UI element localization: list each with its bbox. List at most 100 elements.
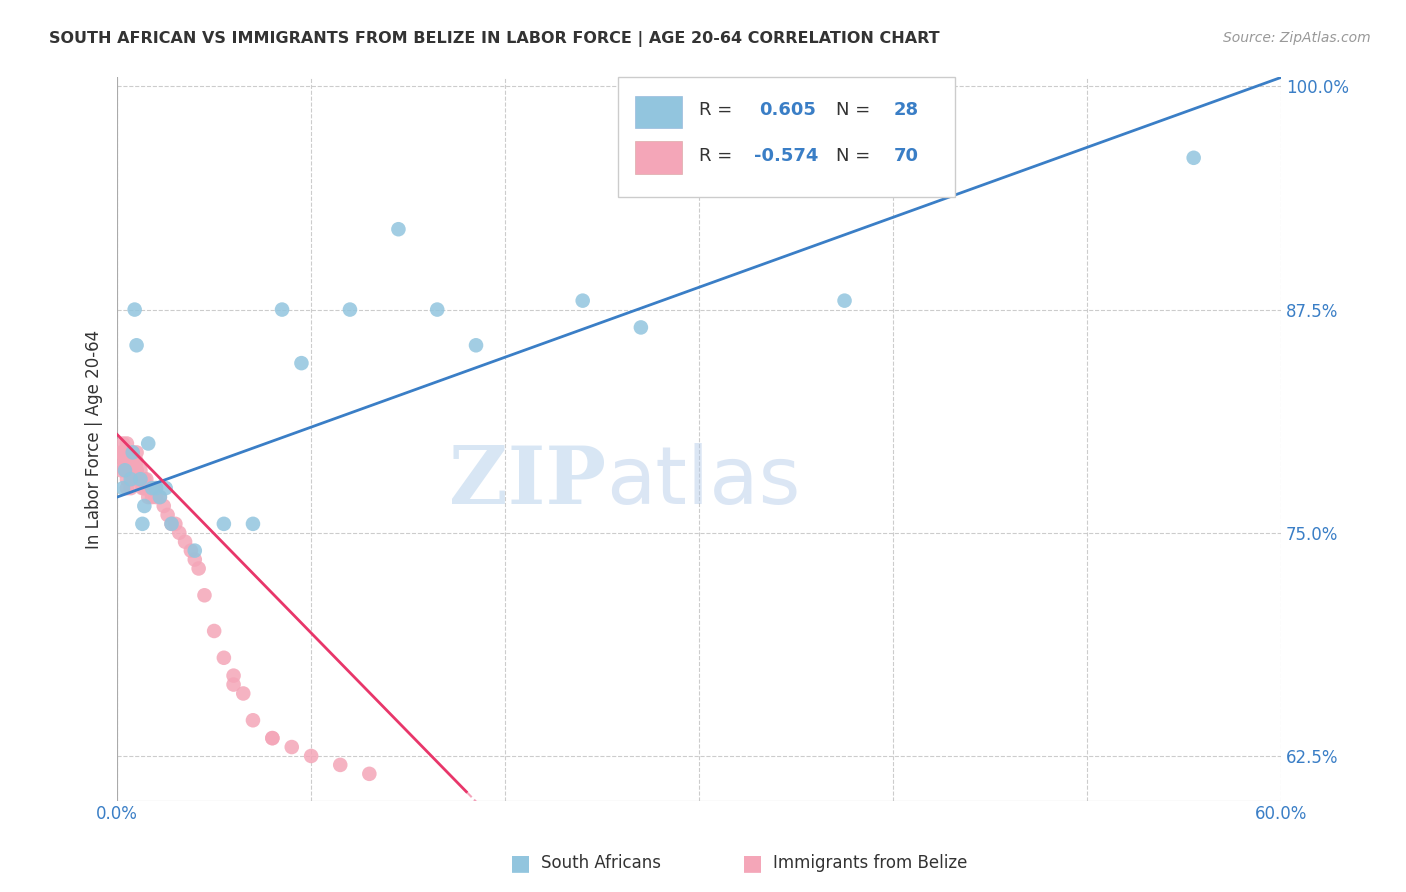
Text: Source: ZipAtlas.com: Source: ZipAtlas.com [1223,31,1371,45]
Point [139,481,162,495]
Point [111,436,134,450]
Point [134,472,156,486]
Point [193,588,215,602]
Point [136,490,159,504]
Point [125,463,148,477]
Point [212,650,235,665]
Point [156,508,179,522]
Point [114,463,136,477]
Point [135,481,157,495]
Point [174,534,197,549]
Point [232,686,254,700]
Point [290,356,312,370]
Text: ■: ■ [510,854,530,873]
Text: atlas: atlas [606,443,800,522]
Point [329,758,352,772]
Point [155,481,177,495]
Point [125,454,148,468]
Point [115,463,138,477]
Point [262,731,284,745]
Point [271,302,294,317]
Point [115,481,138,495]
Text: 28: 28 [893,101,918,119]
Point [359,767,381,781]
Point [120,481,142,495]
Point [121,445,143,459]
Point [834,293,856,308]
Point [149,490,172,504]
Point [145,481,167,495]
Text: ZIP: ZIP [449,443,606,522]
Point [160,516,183,531]
Point [141,490,163,504]
Point [115,445,138,459]
Text: South Africans: South Africans [541,855,661,872]
Point [125,463,148,477]
Text: ■: ■ [742,854,762,873]
Point [114,445,136,459]
Text: 70: 70 [893,146,918,164]
Point [115,472,138,486]
Point [121,472,143,486]
Point [145,481,167,495]
Point [131,516,153,531]
Text: -0.574: -0.574 [754,146,818,164]
Point [125,338,148,352]
Point [242,516,264,531]
Point [135,472,157,486]
Text: Immigrants from Belize: Immigrants from Belize [773,855,967,872]
Point [118,454,141,468]
Point [145,490,167,504]
Point [143,481,166,495]
Point [180,543,202,558]
Point [124,454,146,468]
Point [114,454,136,468]
Point [124,302,146,317]
Point [136,436,159,450]
Point [129,472,152,486]
Text: R =: R = [699,146,738,164]
Point [160,516,183,531]
Text: R =: R = [699,101,738,119]
Bar [636,141,682,174]
Point [121,445,143,459]
Point [118,463,141,477]
Point [165,516,187,531]
Point [115,445,138,459]
Point [131,481,153,495]
Point [571,293,593,308]
Point [222,668,245,682]
Text: 0.605: 0.605 [759,101,817,119]
Point [184,552,207,566]
Point [152,499,174,513]
Point [281,740,304,755]
Text: N =: N = [837,146,876,164]
Point [134,481,156,495]
Point [426,302,449,317]
Point [630,320,652,334]
Point [167,525,190,540]
Point [111,481,134,495]
Point [134,499,156,513]
Point [114,463,136,477]
Point [110,463,132,477]
Point [149,490,172,504]
Y-axis label: In Labor Force | Age 20-64: In Labor Force | Age 20-64 [86,329,103,549]
Point [242,713,264,727]
Point [125,445,148,459]
Point [115,454,138,468]
Point [1182,151,1205,165]
Point [128,472,150,486]
Point [212,516,235,531]
Point [124,463,146,477]
Point [141,481,163,495]
Point [121,463,143,477]
Point [125,472,148,486]
Point [339,302,361,317]
Point [262,731,284,745]
Text: N =: N = [837,101,876,119]
Point [129,472,152,486]
Point [202,624,225,638]
Point [129,463,152,477]
Point [111,445,134,459]
